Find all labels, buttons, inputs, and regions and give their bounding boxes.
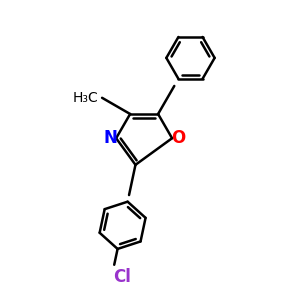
Text: O: O	[171, 129, 185, 147]
Text: H₃C: H₃C	[73, 91, 98, 105]
Text: Cl: Cl	[113, 268, 130, 286]
Text: N: N	[104, 129, 118, 147]
